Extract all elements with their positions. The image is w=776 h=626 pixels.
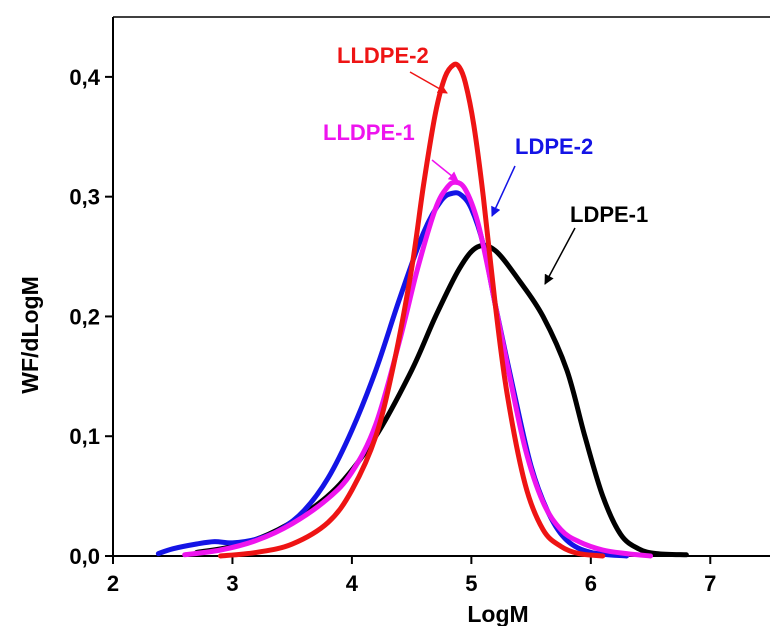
x-tick-label: 6 [585, 571, 597, 596]
y-tick-label: 0,0 [69, 544, 100, 569]
x-tick-label: 5 [465, 571, 477, 596]
arrow-lldpe-1 [431, 159, 459, 182]
x-tick-label: 3 [226, 571, 238, 596]
series-line-ldpe-1 [194, 242, 689, 558]
arrow-ldpe-2 [491, 165, 516, 217]
arrow-lldpe-2 [409, 71, 448, 94]
label-lldpe-2: LLDPE-2 [337, 43, 429, 68]
series-lines [155, 61, 689, 559]
x-tick-label: 2 [107, 571, 119, 596]
y-axis-title: WF/dLogM [17, 276, 43, 394]
y-tick-label: 0,4 [69, 65, 100, 90]
label-lldpe-1: LLDPE-1 [323, 120, 415, 145]
x-tick-label: 4 [346, 571, 359, 596]
y-tick-label: 0,3 [69, 185, 100, 210]
label-ldpe-1: LDPE-1 [570, 202, 648, 227]
y-axis-ticks: 0,0 0,1 0,2 0,3 0,4 [69, 65, 113, 569]
label-ldpe-2: LDPE-2 [515, 134, 593, 159]
series-line-lldpe-2 [218, 61, 606, 559]
series-line-lldpe-1 [182, 179, 654, 559]
x-axis-title: LogM [467, 601, 528, 626]
x-axis-ticks: 2 3 4 5 6 7 [107, 556, 716, 596]
x-tick-label: 7 [704, 571, 716, 596]
y-tick-label: 0,1 [69, 424, 100, 449]
y-tick-label: 0,2 [69, 304, 100, 329]
arrow-ldpe-1 [544, 227, 576, 285]
